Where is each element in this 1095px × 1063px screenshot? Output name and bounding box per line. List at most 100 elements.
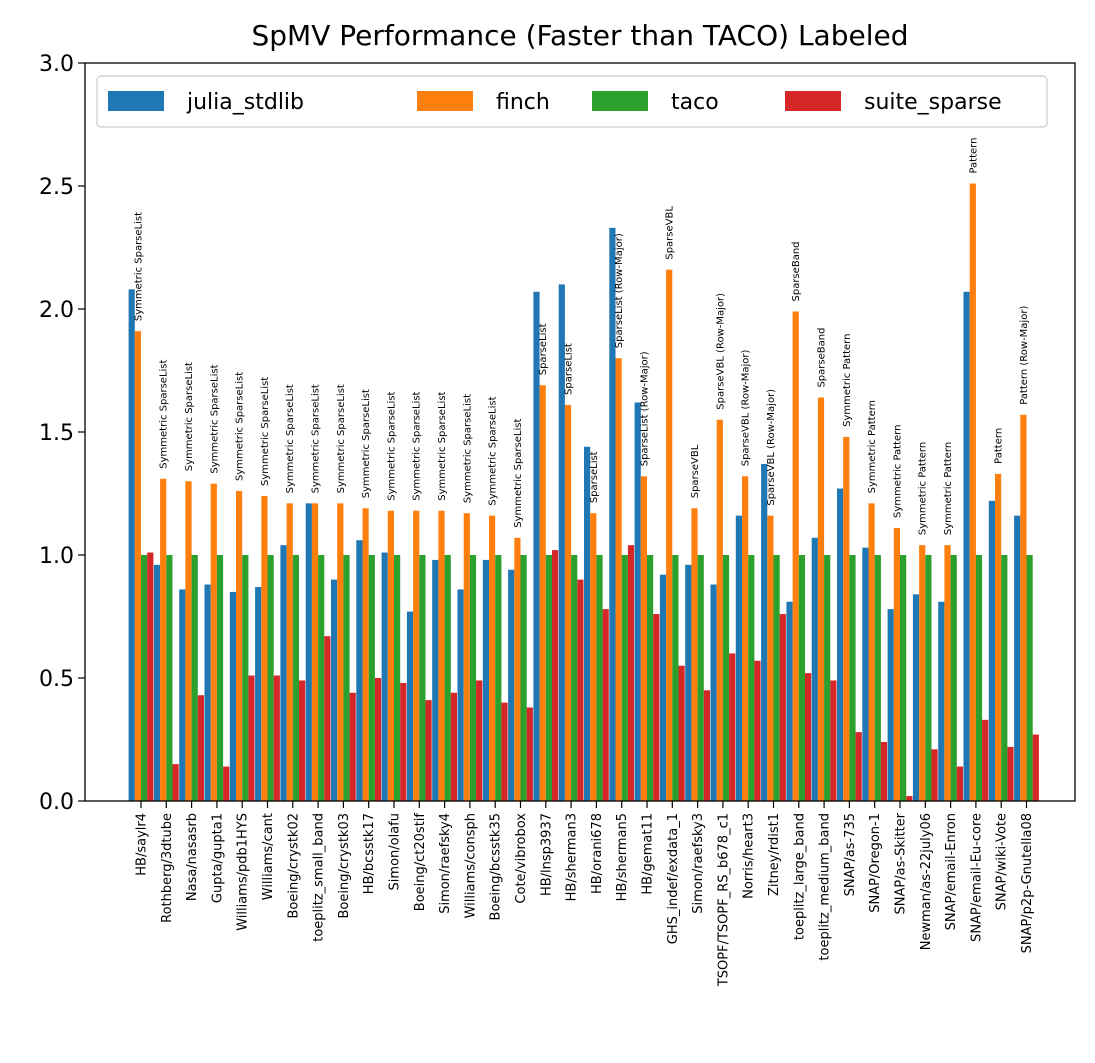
bar-label-simon-olafu: Symmetric SparseList (386, 391, 397, 500)
bar-taco-toeplitz-small-band (318, 555, 325, 801)
bar-finch-simon-raefsky3 (691, 508, 698, 801)
bar-julia_stdlib-zitney-rdist1 (761, 463, 768, 801)
legend-label-taco: taco (671, 90, 719, 115)
bar-label-snap-wiki-vote: Pattern (994, 428, 1005, 464)
bar-finch-toeplitz-medium-band (817, 397, 825, 801)
bar-taco-hb-orani678 (596, 555, 603, 801)
bar-taco-zitney-rdist1 (773, 555, 780, 801)
bar-labels-layer: Symmetric SparseList Symmetric SparseList… (133, 138, 1030, 536)
x-tick-label-boeing-crystk02: Boeing/crystk02 (286, 813, 301, 918)
bar-suite_sparse-hb-gemat11 (653, 614, 660, 801)
y-tick-label: 2.5 (39, 175, 74, 200)
bar-suite_sparse-simon-raefsky3 (703, 690, 710, 801)
bar-finch-toeplitz-small-band (311, 503, 319, 801)
bar-julia_stdlib-snap-as-735 (837, 488, 844, 801)
bar-finch-williams-pdb1hys (236, 491, 243, 801)
bar-finch-hb-saylr4 (134, 331, 141, 801)
bar-julia_stdlib-hb-sherman3 (558, 284, 565, 801)
x-tick-label-snap-as-skitter: SNAP/as-Skitter (894, 812, 909, 914)
bar-finch-zitney-rdist1 (767, 515, 774, 801)
x-tick-label-boeing-crystk03: Boeing/crystk03 (337, 813, 352, 918)
bar-taco-hb-saylr4 (141, 555, 148, 801)
bar-taco-snap-email-enron (950, 555, 957, 801)
bar-finch-ghs-indef-exdata-1 (666, 269, 673, 801)
bar-taco-gupta-gupta1 (216, 555, 224, 801)
bar-taco-williams-cant (267, 555, 274, 801)
bar-suite_sparse-snap-as-735 (855, 732, 862, 801)
bar-label-hb-orani678: SparseList (589, 451, 600, 503)
bar-label-toeplitz-small-band: Symmetric SparseList (311, 384, 322, 493)
bar-suite_sparse-hb-orani678 (602, 609, 609, 801)
bar-taco-toeplitz-medium-band (824, 555, 831, 801)
x-tick-label-hb-bcsstk17: HB/bcsstk17 (362, 813, 377, 894)
bar-suite_sparse-hb-saylr4 (147, 552, 154, 801)
bar-suite_sparse-snap-email-eu-core (982, 719, 989, 801)
bar-taco-simon-raefsky4 (444, 555, 451, 801)
bar-finch-snap-email-eu-core (969, 183, 976, 802)
bar-suite_sparse-ghs-indef-exdata-1 (678, 665, 685, 801)
bar-julia_stdlib-nasa-nasasrb (179, 589, 186, 801)
bar-julia_stdlib-snap-p2p-gnutella08 (1014, 515, 1021, 801)
bar-finch-newman-as-22july06 (919, 545, 926, 801)
bar-suite_sparse-toeplitz-small-band (324, 636, 331, 801)
bar-julia_stdlib-snap-email-eu-core (963, 291, 970, 801)
bar-taco-boeing-crystk02 (292, 555, 299, 801)
y-axis: 0.0 0.5 1.0 1.5 2.0 2.5 3.0 (39, 52, 85, 815)
legend-label-suite_sparse: suite_sparse (864, 90, 1002, 115)
x-tick-label-snap-p2p-gnutella08: SNAP/p2p-Gnutella08 (1020, 813, 1035, 953)
x-tick-label-simon-raefsky3: Simon/raefsky3 (691, 813, 706, 914)
bar-label-snap-p2p-gnutella08: Pattern (Row-Major) (1019, 306, 1030, 405)
x-tick-label-snap-as-735: SNAP/as-735 (843, 813, 858, 896)
bar-taco-simon-olafu (394, 555, 401, 801)
bar-suite_sparse-hb-sherman3 (577, 579, 584, 801)
bar-julia_stdlib-snap-as-skitter (887, 609, 894, 801)
bar-taco-norris-heart3 (748, 555, 755, 801)
x-tick-label-boeing-ct20stif: Boeing/ct20stif (413, 813, 428, 912)
bar-label-williams-pdb1hys: Symmetric SparseList (235, 372, 246, 481)
bar-julia_stdlib-boeing-crystk03 (331, 579, 338, 801)
x-tick-label-tsopf-tsopf-rs-b678-c1: TSOPF/TSOPF_RS_b678_c1 (716, 813, 731, 987)
bar-suite_sparse-rothberg-3dtube (172, 764, 179, 801)
bar-finch-nasa-nasasrb (185, 481, 192, 801)
y-tick-label: 2.0 (39, 298, 74, 323)
bar-finch-snap-oregon-1 (868, 503, 875, 801)
bar-taco-hb-lnsp3937 (545, 555, 552, 801)
bar-label-hb-saylr4: Symmetric SparseList (133, 212, 144, 321)
bar-label-hb-gemat11: SparseList (Row-Major) (639, 351, 650, 466)
bar-taco-hb-sherman3 (571, 555, 578, 801)
bar-finch-snap-as-skitter (893, 527, 900, 801)
bar-finch-hb-sherman5 (615, 358, 622, 801)
bar-julia_stdlib-hb-sherman5 (609, 227, 616, 801)
legend-swatch-suite_sparse (785, 91, 841, 111)
bar-suite_sparse-boeing-crystk03 (349, 692, 356, 801)
bar-finch-hb-gemat11 (640, 476, 647, 801)
bar-label-ghs-indef-exdata-1: SparseVBL (665, 206, 676, 260)
x-tick-label-toeplitz-large-band: toeplitz_large_band (792, 813, 807, 940)
bar-suite_sparse-williams-consph (476, 680, 483, 801)
bar-taco-snap-p2p-gnutella08 (1026, 555, 1033, 801)
bar-label-gupta-gupta1: Symmetric SparseList (209, 364, 220, 473)
bar-label-boeing-ct20stif: Symmetric SparseList (412, 391, 423, 500)
bar-label-tsopf-tsopf-rs-b678-c1: SparseVBL (Row-Major) (715, 293, 726, 410)
bar-label-hb-sherman5: SparseList (Row-Major) (614, 233, 625, 348)
x-tick-label-hb-orani678: HB/orani678 (590, 813, 605, 894)
bar-label-boeing-crystk02: Symmetric SparseList (285, 384, 296, 493)
x-tick-label-snap-email-enron: SNAP/email-Enron (944, 813, 959, 930)
bar-label-simon-raefsky3: SparseVBL (690, 444, 701, 498)
bar-finch-cote-vibrobox (514, 537, 521, 801)
bar-suite_sparse-boeing-ct20stif (425, 700, 432, 801)
bar-finch-simon-olafu (387, 510, 394, 801)
legend-label-julia_stdlib: julia_stdlib (186, 90, 304, 115)
bar-julia_stdlib-simon-olafu (381, 552, 388, 801)
bar-finch-snap-email-enron (944, 545, 951, 801)
x-tick-label-hb-gemat11: HB/gemat11 (641, 813, 656, 895)
bar-julia_stdlib-snap-email-enron (938, 601, 945, 801)
bar-julia_stdlib-williams-cant (255, 586, 262, 801)
bar-julia_stdlib-hb-lnsp3937 (533, 291, 540, 801)
bar-julia_stdlib-newman-as-22july06 (912, 594, 920, 801)
bar-julia_stdlib-hb-orani678 (584, 446, 591, 801)
x-tick-label-snap-oregon-1: SNAP/Oregon-1 (868, 813, 883, 913)
bar-suite_sparse-snap-p2p-gnutella08 (1032, 734, 1039, 801)
bar-suite_sparse-newman-as-22july06 (931, 749, 938, 801)
bar-julia_stdlib-toeplitz-medium-band (811, 537, 818, 801)
